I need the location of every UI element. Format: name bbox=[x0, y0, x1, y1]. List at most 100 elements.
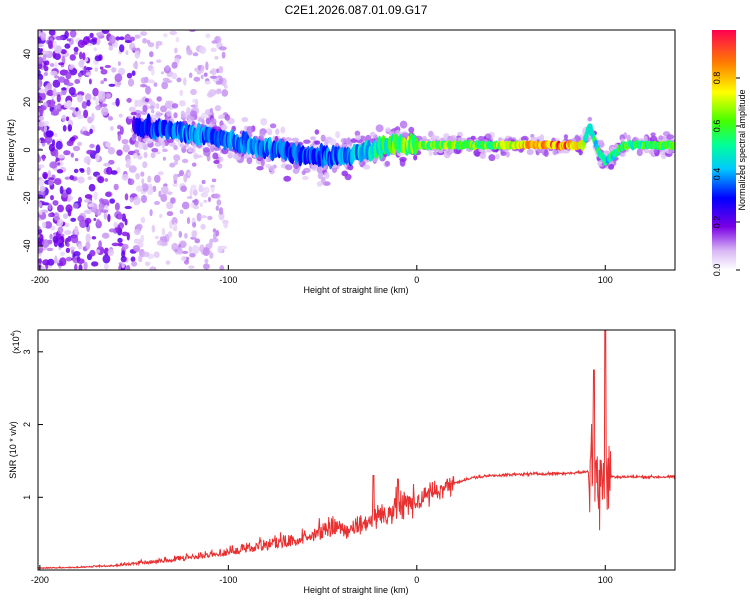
colorbar-ticks: 0.0 0.2 0.4 0.6 0.8 bbox=[712, 72, 740, 276]
noise-blob bbox=[68, 65, 74, 70]
spread-blob bbox=[428, 148, 433, 156]
noise-blob bbox=[50, 98, 55, 108]
noise-blob bbox=[107, 213, 111, 223]
noise-blob bbox=[74, 158, 79, 162]
noise-blob bbox=[194, 238, 201, 244]
noise-blob bbox=[199, 202, 203, 208]
spread-blob bbox=[608, 164, 615, 170]
noise-blob bbox=[139, 61, 145, 65]
noise-blob bbox=[186, 107, 191, 115]
noise-blob bbox=[105, 141, 111, 148]
noise-blob bbox=[40, 32, 47, 41]
noise-blob bbox=[142, 251, 150, 257]
noise-blob bbox=[108, 159, 115, 165]
noise-blob bbox=[38, 30, 41, 37]
noise-blob bbox=[219, 265, 225, 270]
noise-blob bbox=[141, 178, 145, 185]
spread-blob bbox=[151, 148, 159, 153]
noise-blob bbox=[59, 251, 66, 256]
spread-blob bbox=[328, 138, 337, 146]
colorbar-tick-label: 0.2 bbox=[712, 216, 722, 229]
noise-blob bbox=[96, 249, 101, 254]
noise-blob bbox=[95, 144, 101, 154]
noise-blob bbox=[181, 250, 189, 254]
noise-blob bbox=[91, 112, 95, 122]
noise-blob bbox=[140, 216, 146, 224]
noise-blob bbox=[101, 30, 110, 34]
noise-blob bbox=[117, 237, 123, 243]
noise-blob bbox=[61, 114, 67, 122]
noise-blob bbox=[121, 250, 126, 258]
noise-blob bbox=[111, 67, 117, 73]
noise-blob bbox=[42, 171, 48, 179]
noise-blob bbox=[55, 35, 64, 41]
noise-blob bbox=[131, 47, 139, 52]
spread-blob bbox=[317, 172, 324, 180]
noise-blob bbox=[110, 125, 114, 131]
noise-blob bbox=[77, 114, 84, 119]
noise-blob bbox=[43, 125, 47, 133]
noise-blob bbox=[151, 109, 155, 114]
noise-blob bbox=[161, 227, 166, 236]
noise-blob bbox=[160, 186, 169, 194]
noise-blob bbox=[43, 72, 48, 76]
spread-blob bbox=[216, 163, 223, 169]
noise-blob bbox=[150, 152, 156, 159]
noise-blob bbox=[57, 226, 64, 234]
noise-blob bbox=[140, 31, 148, 36]
noise-blob bbox=[102, 254, 111, 264]
spread-blob bbox=[227, 150, 234, 156]
noise-blob bbox=[188, 30, 196, 33]
noise-blob bbox=[64, 43, 71, 49]
noise-blob bbox=[170, 197, 176, 204]
noise-blob bbox=[205, 61, 209, 71]
noise-blob bbox=[77, 141, 83, 147]
noise-blob bbox=[134, 50, 141, 59]
spread-blob bbox=[292, 161, 300, 170]
noise-blob bbox=[124, 218, 128, 226]
noise-blob bbox=[163, 33, 168, 38]
snr-x-tick-label: 0 bbox=[414, 575, 419, 585]
noise-blob bbox=[81, 101, 88, 109]
noise-blob bbox=[38, 73, 44, 81]
noise-blob bbox=[83, 261, 88, 270]
noise-blob bbox=[120, 126, 124, 135]
noise-blob bbox=[147, 175, 152, 183]
spread-blob bbox=[171, 103, 179, 109]
noise-blob bbox=[96, 32, 104, 37]
noise-blob bbox=[44, 85, 49, 93]
noise-blob bbox=[205, 33, 211, 39]
noise-blob bbox=[181, 201, 190, 210]
noise-blob bbox=[160, 194, 168, 202]
noise-blob bbox=[88, 78, 92, 85]
noise-blob bbox=[86, 99, 91, 107]
noise-blob bbox=[106, 166, 113, 175]
noise-blob bbox=[49, 63, 55, 67]
noise-blob bbox=[132, 152, 138, 159]
noise-blob bbox=[101, 106, 109, 116]
noise-blob bbox=[165, 64, 170, 71]
noise-blob bbox=[151, 224, 156, 233]
noise-blob bbox=[107, 248, 115, 256]
noise-blob bbox=[48, 30, 56, 36]
spread-blob bbox=[340, 137, 349, 144]
noise-blob bbox=[217, 245, 224, 254]
noise-blob bbox=[117, 67, 126, 76]
noise-blob bbox=[121, 173, 129, 181]
spread-blob bbox=[303, 139, 311, 144]
noise-blob bbox=[100, 209, 109, 213]
noise-blob bbox=[125, 50, 129, 55]
snr-x-tick-label: 100 bbox=[598, 575, 613, 585]
spread-blob bbox=[260, 118, 268, 126]
spread-blob bbox=[643, 148, 650, 154]
spread-blob bbox=[142, 105, 148, 112]
noise-blob bbox=[38, 116, 45, 121]
noise-blob bbox=[82, 130, 89, 136]
noise-blob bbox=[126, 265, 131, 270]
spread-blob bbox=[399, 156, 407, 162]
noise-blob bbox=[77, 215, 85, 223]
snr-y-tick-label: 3 bbox=[22, 349, 32, 354]
noise-blob bbox=[174, 47, 178, 54]
noise-blob bbox=[154, 174, 161, 183]
